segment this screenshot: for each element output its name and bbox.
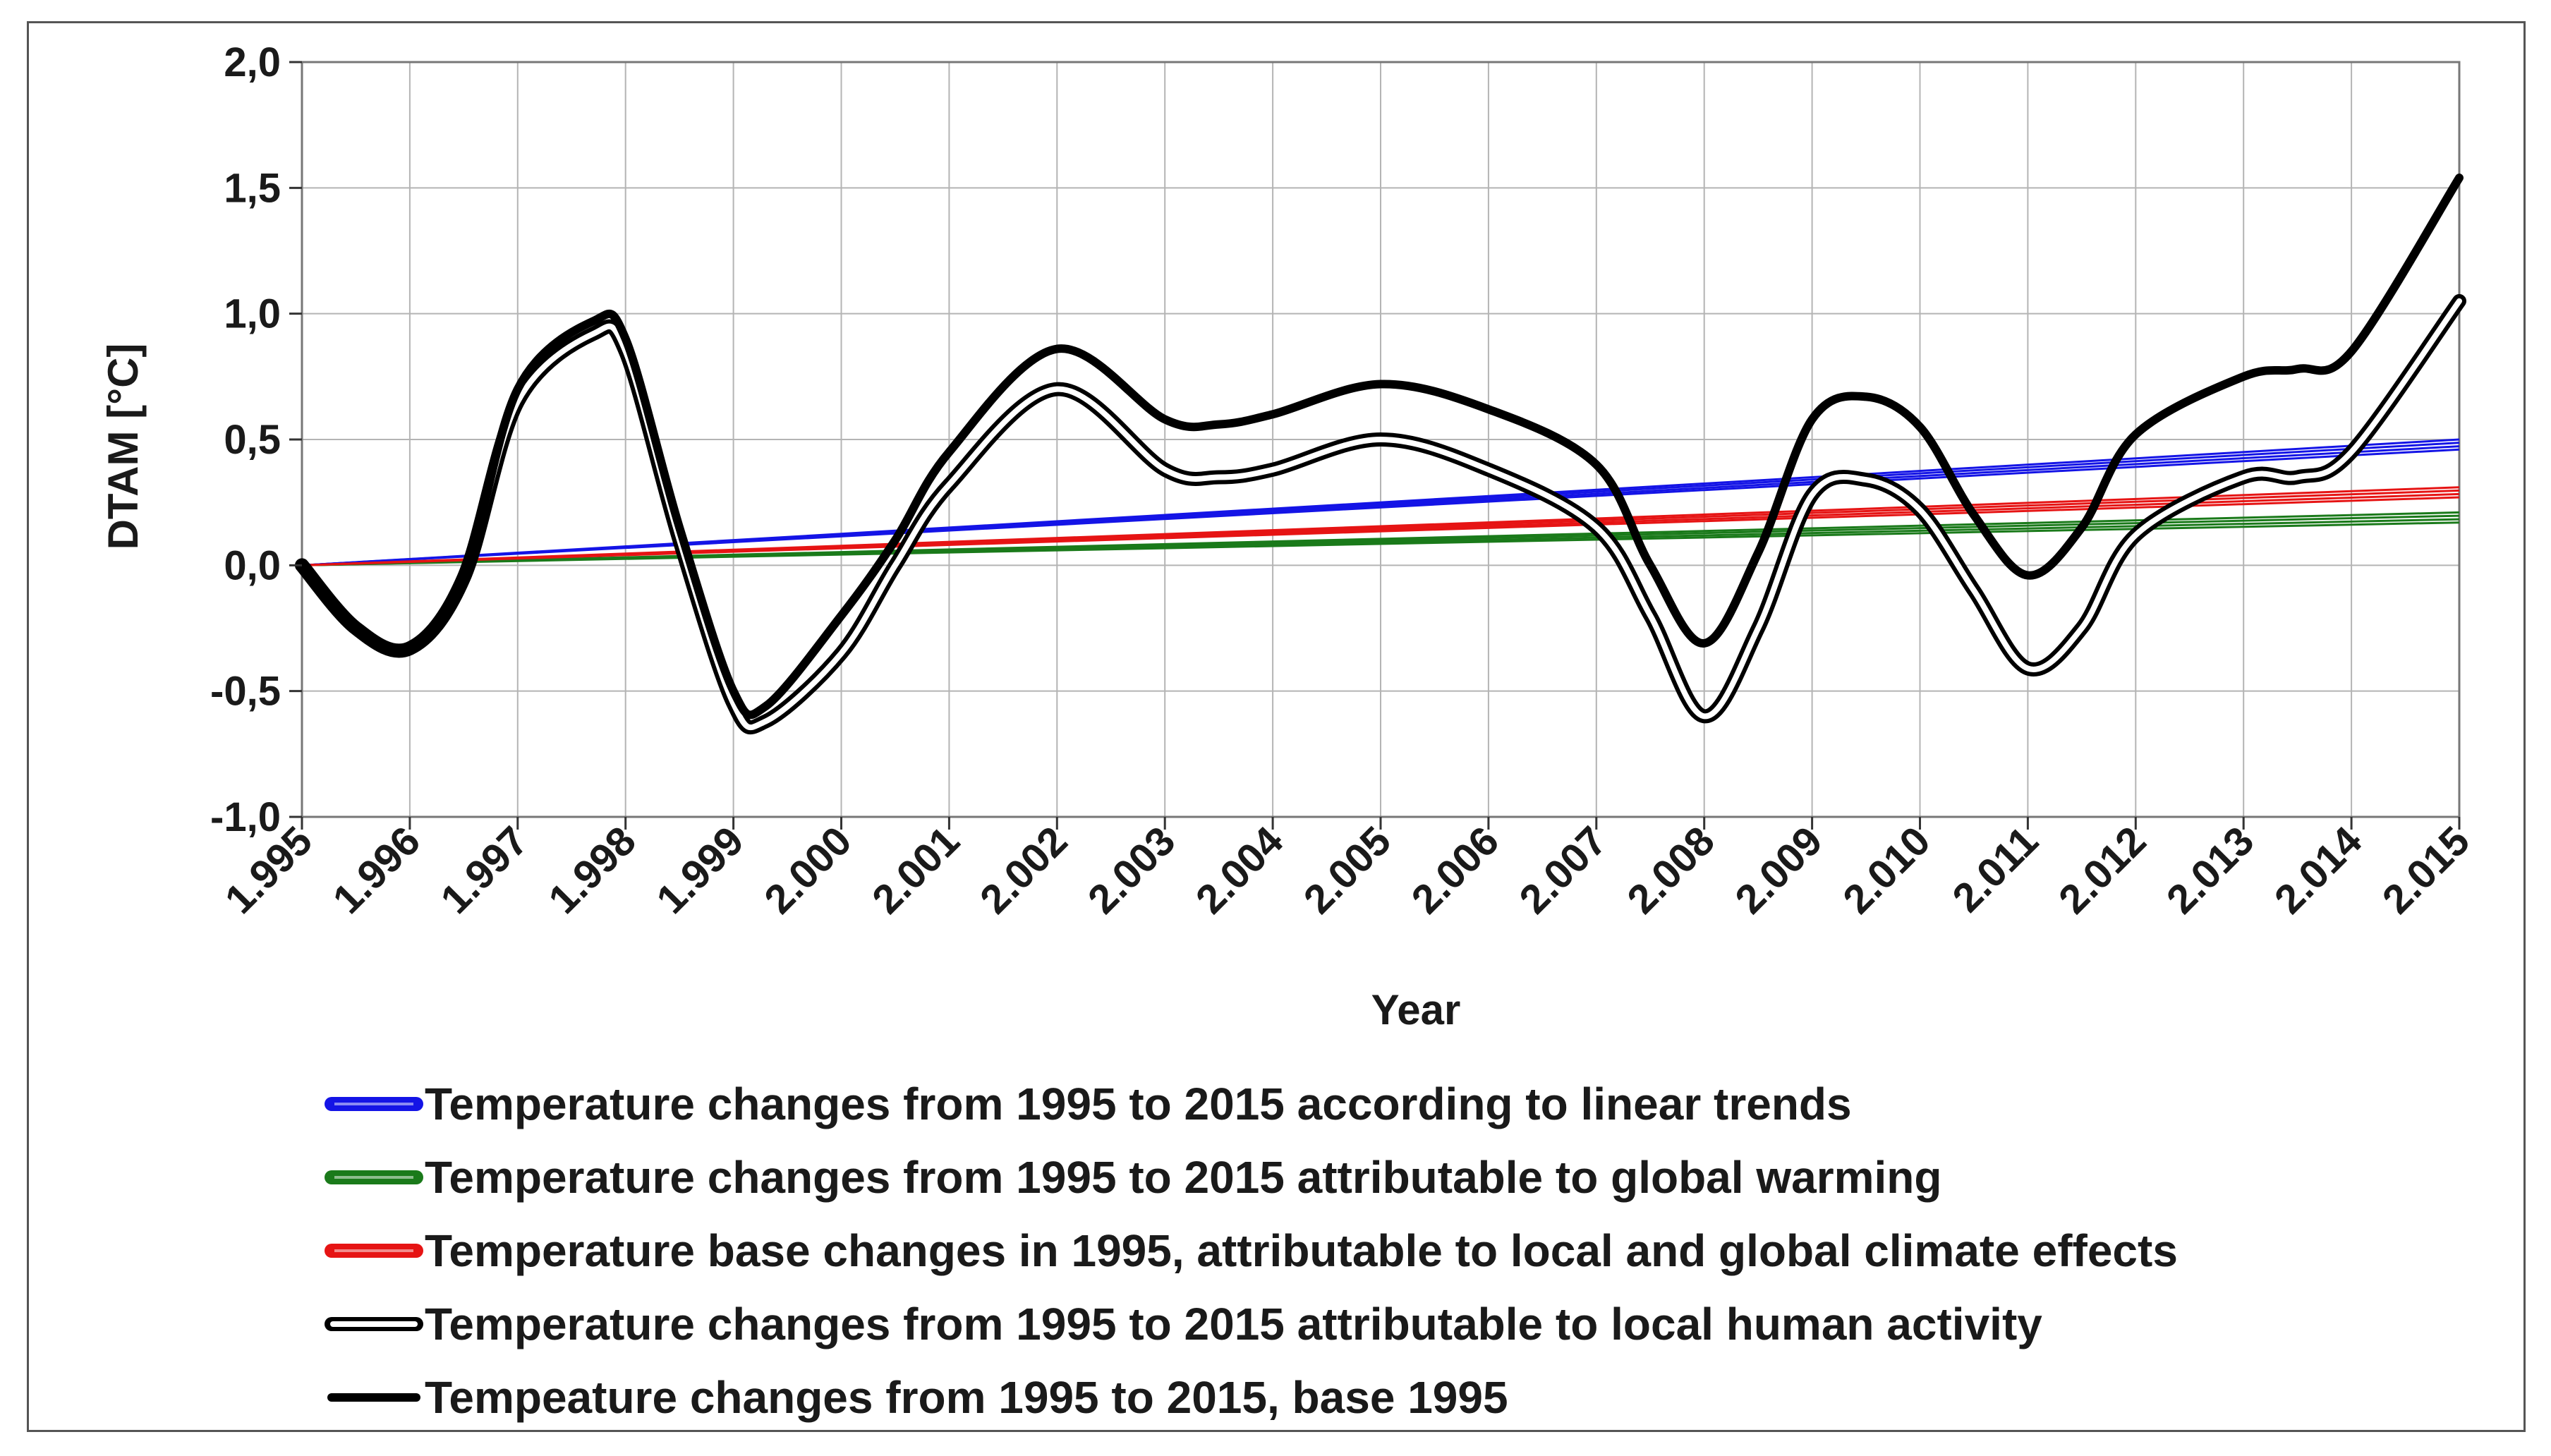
series-line — [298, 174, 2464, 720]
legend-item: Temperature changes from 1995 to 2015 at… — [325, 1152, 1941, 1203]
x-tick-label: 2.010 — [1834, 818, 1939, 923]
x-axis-title: Year — [1371, 986, 1461, 1033]
y-tick-label: -0,5 — [210, 669, 281, 715]
series-line — [301, 438, 2460, 566]
y-tick-label: 0,5 — [224, 417, 281, 463]
x-tick-label: 2.006 — [1402, 818, 1508, 923]
series-line-inner — [299, 298, 2462, 731]
x-tick-label: 2.002 — [971, 818, 1077, 923]
x-tick-label: 2.005 — [1295, 818, 1400, 923]
series-4 — [295, 293, 2466, 734]
y-axis-title: DTAM [°C] — [99, 344, 147, 550]
x-tick-label: 2.008 — [1618, 818, 1723, 923]
legend-label: Temperature changes from 1995 to 2015 at… — [425, 1299, 2042, 1349]
series-5 — [298, 174, 2464, 720]
x-tick-label: 2.004 — [1187, 818, 1292, 923]
x-tick-label: 2.000 — [756, 818, 861, 923]
legend-label: Temperature base changes in 1995, attrib… — [425, 1225, 2178, 1276]
x-tick-label: 2.003 — [1079, 818, 1184, 923]
series-2 — [301, 511, 2460, 566]
series-layer — [295, 174, 2466, 734]
x-tick-label: 1.998 — [540, 818, 645, 923]
legend-label: Tempeature changes from 1995 to 2015, ba… — [425, 1372, 1508, 1423]
x-tick-label: 2.001 — [864, 818, 969, 923]
legend-label: Temperature changes from 1995 to 2015 at… — [425, 1152, 1941, 1203]
legend-item: Temperature changes from 1995 to 2015 ac… — [325, 1079, 1852, 1129]
series-line — [301, 511, 2460, 566]
x-tick-label: 2.011 — [1944, 818, 2047, 921]
legend-item: Temperature changes from 1995 to 2015 at… — [325, 1299, 2042, 1349]
figure-frame — [27, 21, 2526, 1432]
y-axis-ticks: -1,0 -0,5 0,0 0,5 1,0 1,5 2,0 — [210, 40, 302, 840]
y-tick-label: 1,0 — [224, 291, 281, 337]
x-tick-label: 2.013 — [2158, 818, 2263, 923]
x-tick-label: 1.996 — [324, 818, 429, 923]
y-tick-label: 1,5 — [224, 165, 281, 211]
x-tick-label: 1.997 — [432, 818, 537, 923]
legend-item: Temperature base changes in 1995, attrib… — [325, 1225, 2178, 1276]
legend-item: Tempeature changes from 1995 to 2015, ba… — [327, 1372, 1508, 1423]
legend-label: Temperature changes from 1995 to 2015 ac… — [425, 1079, 1852, 1129]
x-tick-label: 2.012 — [2050, 818, 2155, 923]
x-tick-label: 1.999 — [648, 818, 753, 923]
x-tick-label: 2.007 — [1510, 818, 1616, 923]
x-tick-label: 2.009 — [1726, 818, 1831, 923]
x-tick-label: 2.015 — [2374, 818, 2479, 923]
y-tick-label: -1,0 — [210, 794, 281, 840]
y-tick-label: 2,0 — [224, 40, 281, 85]
series-1 — [301, 438, 2460, 566]
y-tick-label: 0,0 — [224, 542, 281, 588]
legend: Temperature changes from 1995 to 2015 ac… — [325, 1079, 2178, 1423]
x-tick-label: 2.014 — [2266, 818, 2371, 923]
x-axis-ticks: 1.995 1.996 1.997 1.998 1.999 2.000 2.001 2.002… — [217, 817, 2479, 923]
